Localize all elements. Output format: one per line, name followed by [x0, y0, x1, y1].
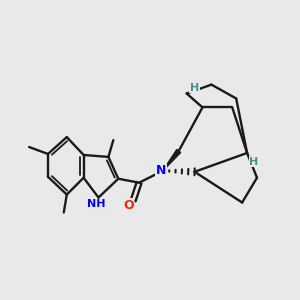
Polygon shape: [163, 149, 181, 171]
Text: N: N: [156, 164, 166, 177]
Text: NH: NH: [87, 200, 106, 209]
Text: H: H: [249, 157, 259, 167]
Text: H: H: [190, 82, 199, 93]
Text: O: O: [123, 199, 134, 212]
